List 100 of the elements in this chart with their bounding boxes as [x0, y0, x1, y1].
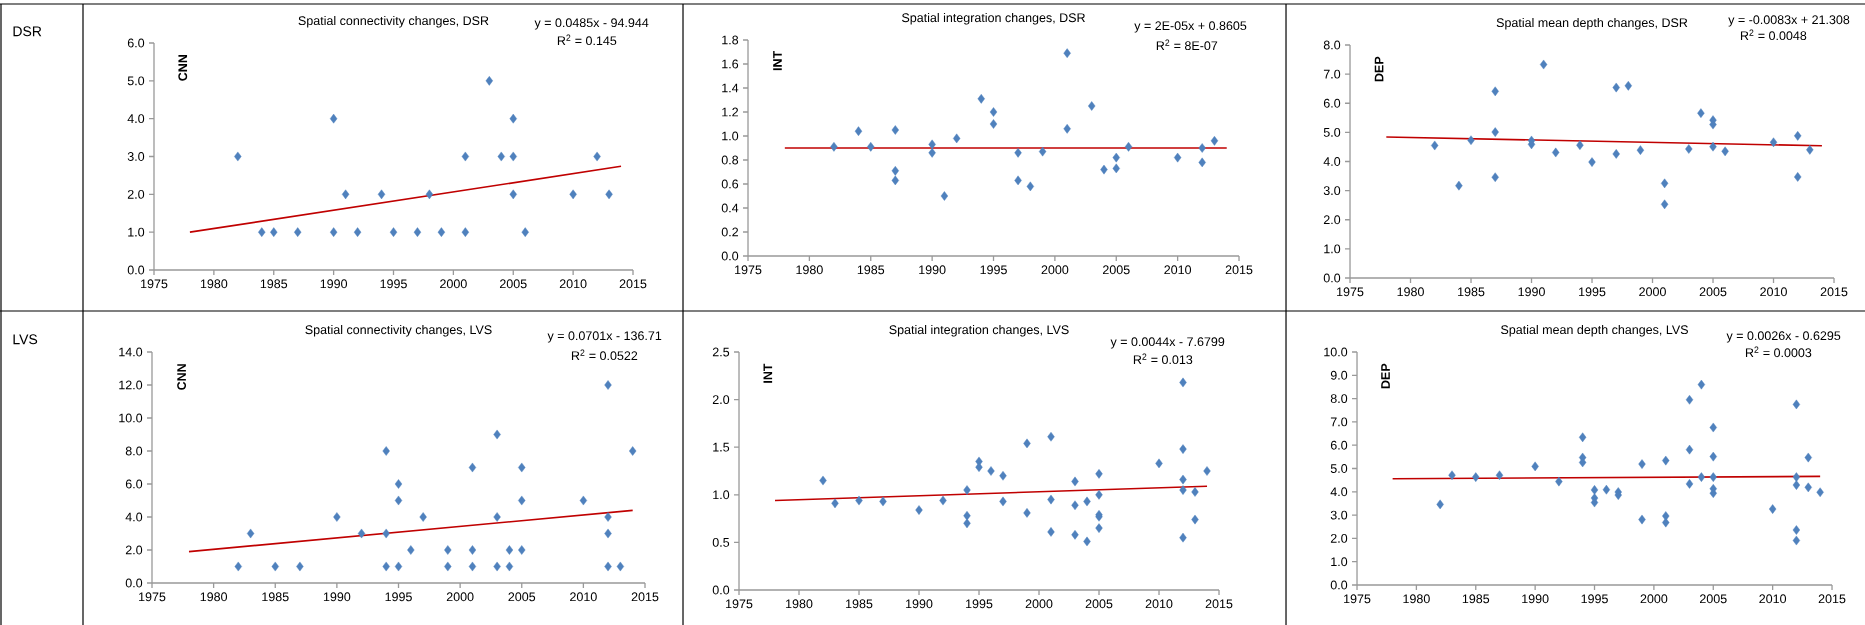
x-tick-label: 1975 — [139, 592, 166, 602]
y-tick-label: 0.0 — [1330, 580, 1348, 590]
chart-title: Spatial integration changes, DSR — [902, 12, 1085, 25]
y-tick-label: 7.0 — [1323, 69, 1341, 79]
y-axis-title: INT — [773, 50, 782, 71]
x-tick-label: 1980 — [200, 592, 228, 602]
x-tick-label: 2010 — [1145, 599, 1173, 609]
text: R$^{2}$ = 0.0048 — [1740, 29, 1807, 41]
y-tick-label: 8.0 — [125, 446, 143, 456]
x-tick-label: 1980 — [1403, 594, 1430, 604]
x-tick-label: 2015 — [1205, 599, 1233, 609]
x-tick-label: 1975 — [735, 265, 762, 275]
x-tick-label: 2000 — [1025, 599, 1053, 609]
y-tick-label: 2.0 — [1330, 533, 1348, 543]
y-tick-label: 0.6 — [721, 179, 739, 189]
chart-title: Spatial mean depth changes, DSR — [1496, 17, 1688, 30]
y-tick-label: 5.0 — [127, 76, 145, 86]
x-tick-label: 1980 — [1397, 287, 1424, 297]
x-tick-label: 1980 — [796, 265, 823, 275]
text: y = 0.0026x - 0.6295 — [1726, 331, 1841, 343]
x-tick-label: 1985 — [857, 265, 885, 275]
x-tick-label: 1990 — [919, 265, 946, 275]
x-tick-label: 1990 — [1518, 287, 1545, 297]
x-tick-label: 1990 — [906, 599, 933, 609]
annotation: R$^{2}$ = 0.145 — [557, 34, 617, 46]
annotation: R$^{2}$ = 8E-07 — [1156, 39, 1218, 51]
y-tick-label: 14.0 — [119, 347, 143, 357]
x-tick-label: 2005 — [499, 279, 527, 289]
y-tick-label: 0.0 — [1323, 273, 1341, 283]
text: y = -0.0083x + 21.308 — [1728, 15, 1850, 27]
x-tick-label: 2010 — [559, 279, 587, 289]
y-tick-label: 9.0 — [1330, 370, 1348, 380]
y-tick-label: 2.0 — [712, 395, 730, 405]
x-tick-label: 2000 — [1041, 265, 1069, 275]
x-tick-label: 1985 — [846, 599, 873, 609]
x-tick-label: 1990 — [1522, 594, 1549, 604]
text: y = 0.0044x - 7.6799 — [1110, 337, 1225, 349]
x-tick-label: 2010 — [1760, 287, 1787, 297]
x-tick-label: 1995 — [966, 599, 993, 609]
chart-title: Spatial connectivity changes, LVS — [305, 324, 492, 337]
x-tick-label: 1985 — [260, 279, 288, 289]
x-tick-label: 1985 — [1462, 594, 1490, 604]
y-tick-label: 3.0 — [1330, 510, 1348, 520]
y-tick-label: 0.4 — [721, 203, 739, 213]
y-tick-label: 1.5 — [713, 442, 730, 452]
x-tick-label: 2005 — [1699, 594, 1727, 604]
annotation: R$^{2}$ = 0.0003 — [1745, 346, 1812, 358]
x-tick-label: 2015 — [1225, 265, 1253, 275]
y-tick-label: 1.6 — [722, 59, 739, 69]
y-tick-label: 3.0 — [1323, 186, 1341, 196]
x-tick-label: 2015 — [1820, 287, 1848, 297]
x-tick-label: 2010 — [1759, 594, 1787, 604]
y-tick-label: 0.0 — [125, 578, 143, 588]
y-tick-label: 0.0 — [712, 585, 730, 595]
y-axis-title: CNN — [177, 364, 187, 390]
y-tick-label: 0.5 — [712, 537, 730, 547]
y-tick-label: 0.8 — [721, 155, 739, 165]
annotation: R$^{2}$ = 0.0522 — [571, 349, 638, 361]
y-tick-label: 1.2 — [722, 107, 739, 117]
y-tick-label: 0.0 — [127, 265, 145, 275]
chart-title: Spatial mean depth changes, LVS — [1501, 324, 1688, 337]
text: y = 2E-05x + 0.8605 — [1134, 21, 1247, 33]
y-tick-label: 2.0 — [127, 189, 145, 199]
text: LVS — [13, 334, 38, 345]
y-tick-label: 6.0 — [1330, 440, 1348, 450]
x-tick-label: 2005 — [508, 592, 536, 602]
x-tick-label: 1995 — [385, 592, 412, 602]
x-tick-label: 2000 — [440, 279, 467, 289]
x-tick-label: 2015 — [1818, 594, 1846, 604]
y-tick-label: 4.0 — [125, 512, 143, 522]
y-tick-label: 1.8 — [722, 35, 739, 45]
y-tick-label: 2.0 — [1323, 215, 1341, 225]
y-tick-label: 0.2 — [721, 227, 739, 237]
y-tick-label: 2.0 — [125, 545, 143, 555]
y-tick-label: 1.0 — [722, 131, 739, 141]
x-tick-label: 2005 — [1102, 265, 1130, 275]
x-tick-label: 2005 — [1699, 287, 1727, 297]
y-tick-label: 6.0 — [127, 38, 145, 48]
x-tick-label: 2015 — [631, 592, 659, 602]
chart-title: Spatial connectivity changes, DSR — [298, 15, 489, 28]
x-tick-label: 1995 — [980, 265, 1007, 275]
x-tick-label: 2005 — [1085, 599, 1113, 609]
x-tick-label: 2000 — [1640, 594, 1668, 604]
y-tick-label: 10.0 — [1324, 347, 1348, 357]
chart-title: Spatial integration changes, LVS — [889, 324, 1069, 337]
y-tick-label: 2.5 — [712, 347, 730, 357]
x-tick-label: 1995 — [1581, 594, 1608, 604]
text: DSR — [13, 26, 42, 37]
x-tick-label: 2010 — [1164, 265, 1192, 275]
x-tick-label: 1995 — [1579, 287, 1606, 297]
y-tick-label: 4.0 — [1323, 157, 1341, 166]
y-tick-label: 7.0 — [1330, 417, 1348, 427]
y-tick-label: 8.0 — [1323, 40, 1341, 50]
y-tick-label: 1.0 — [1324, 244, 1341, 254]
x-tick-label: 1995 — [380, 279, 407, 289]
x-tick-label: 1990 — [323, 592, 351, 602]
y-axis-title: CNN — [178, 55, 188, 81]
y-tick-label: 10.0 — [119, 413, 143, 423]
y-tick-label: 12.0 — [119, 380, 143, 390]
x-tick-label: 2015 — [619, 279, 647, 289]
